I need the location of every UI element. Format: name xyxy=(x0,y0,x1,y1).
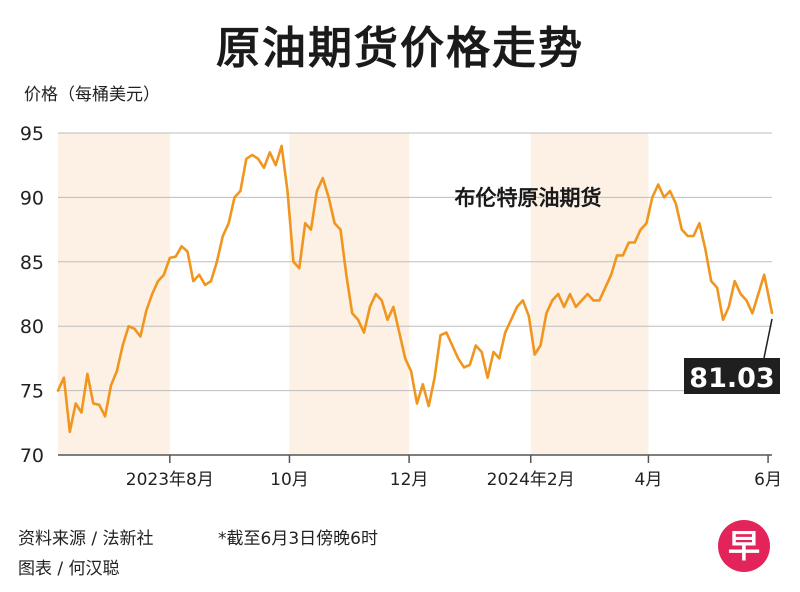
y-tick-label: 80 xyxy=(20,316,44,338)
y-tick-labels: 70 75 80 85 90 95 xyxy=(20,123,44,467)
y-axis-label: 价格（每桶美元） xyxy=(24,85,160,105)
x-tick-label: 6月 xyxy=(754,470,782,490)
x-tick-label: 10月 xyxy=(270,470,309,490)
shaded-bands xyxy=(58,133,649,455)
brent-price-line xyxy=(56,144,774,434)
zaobao-logo: 早 xyxy=(718,520,770,572)
x-tick-label: 2024年2月 xyxy=(487,470,575,490)
callout-pointer xyxy=(763,318,773,359)
callout-box xyxy=(684,358,780,394)
gridlines xyxy=(58,132,772,456)
cutoff-note: *截至6月3日傍晚6时 xyxy=(218,529,378,549)
x-tick-labels: 2023年8月 10月 12月 2024年2月 4月 6月 xyxy=(126,455,782,490)
y-tick-label: 90 xyxy=(20,187,44,209)
y-tick-label: 75 xyxy=(20,381,44,403)
shaded-band-2 xyxy=(530,133,649,455)
y-tick-label: 95 xyxy=(20,123,44,145)
chart-credit: 图表 / 何汉聪 xyxy=(18,559,120,579)
x-tick-label: 12月 xyxy=(390,470,429,490)
last-value-callout: 81.03 xyxy=(684,318,780,394)
y-tick-label: 85 xyxy=(20,252,44,274)
y-tick-label: 70 xyxy=(20,445,44,467)
series-label: 布伦特原油期货 xyxy=(455,186,602,210)
chart-title: 原油期货价格走势 xyxy=(216,23,584,74)
source-note: 资料来源 / 法新社 xyxy=(18,529,154,549)
x-tick-label: 2023年8月 xyxy=(126,470,214,490)
x-tick-label: 4月 xyxy=(635,470,663,490)
last-value-label: 81.03 xyxy=(689,363,774,394)
